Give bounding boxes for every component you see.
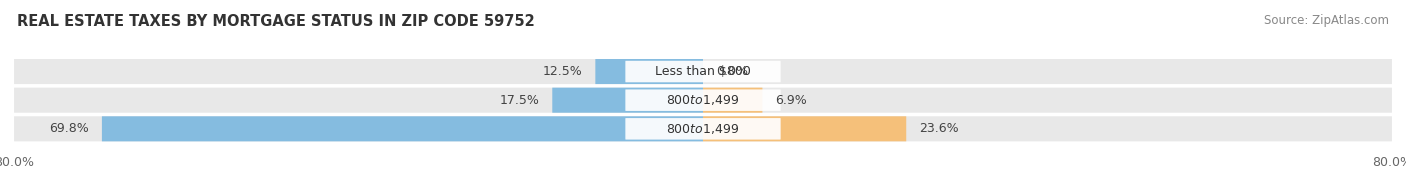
FancyBboxPatch shape (14, 88, 1392, 113)
Text: 17.5%: 17.5% (499, 94, 540, 107)
Text: 12.5%: 12.5% (543, 65, 582, 78)
Text: REAL ESTATE TAXES BY MORTGAGE STATUS IN ZIP CODE 59752: REAL ESTATE TAXES BY MORTGAGE STATUS IN … (17, 14, 534, 29)
FancyBboxPatch shape (553, 88, 703, 113)
FancyBboxPatch shape (626, 118, 780, 140)
Text: 69.8%: 69.8% (49, 122, 89, 135)
FancyBboxPatch shape (14, 116, 1392, 141)
Text: 23.6%: 23.6% (920, 122, 959, 135)
FancyBboxPatch shape (703, 116, 907, 141)
FancyBboxPatch shape (626, 90, 780, 111)
Text: 6.9%: 6.9% (775, 94, 807, 107)
Text: 0.0%: 0.0% (716, 65, 748, 78)
FancyBboxPatch shape (595, 59, 703, 84)
Text: $800 to $1,499: $800 to $1,499 (666, 122, 740, 136)
FancyBboxPatch shape (14, 59, 1392, 84)
Text: Source: ZipAtlas.com: Source: ZipAtlas.com (1264, 14, 1389, 27)
Text: $800 to $1,499: $800 to $1,499 (666, 93, 740, 107)
FancyBboxPatch shape (703, 88, 762, 113)
FancyBboxPatch shape (101, 116, 703, 141)
FancyBboxPatch shape (626, 61, 780, 82)
Text: Less than $800: Less than $800 (655, 65, 751, 78)
